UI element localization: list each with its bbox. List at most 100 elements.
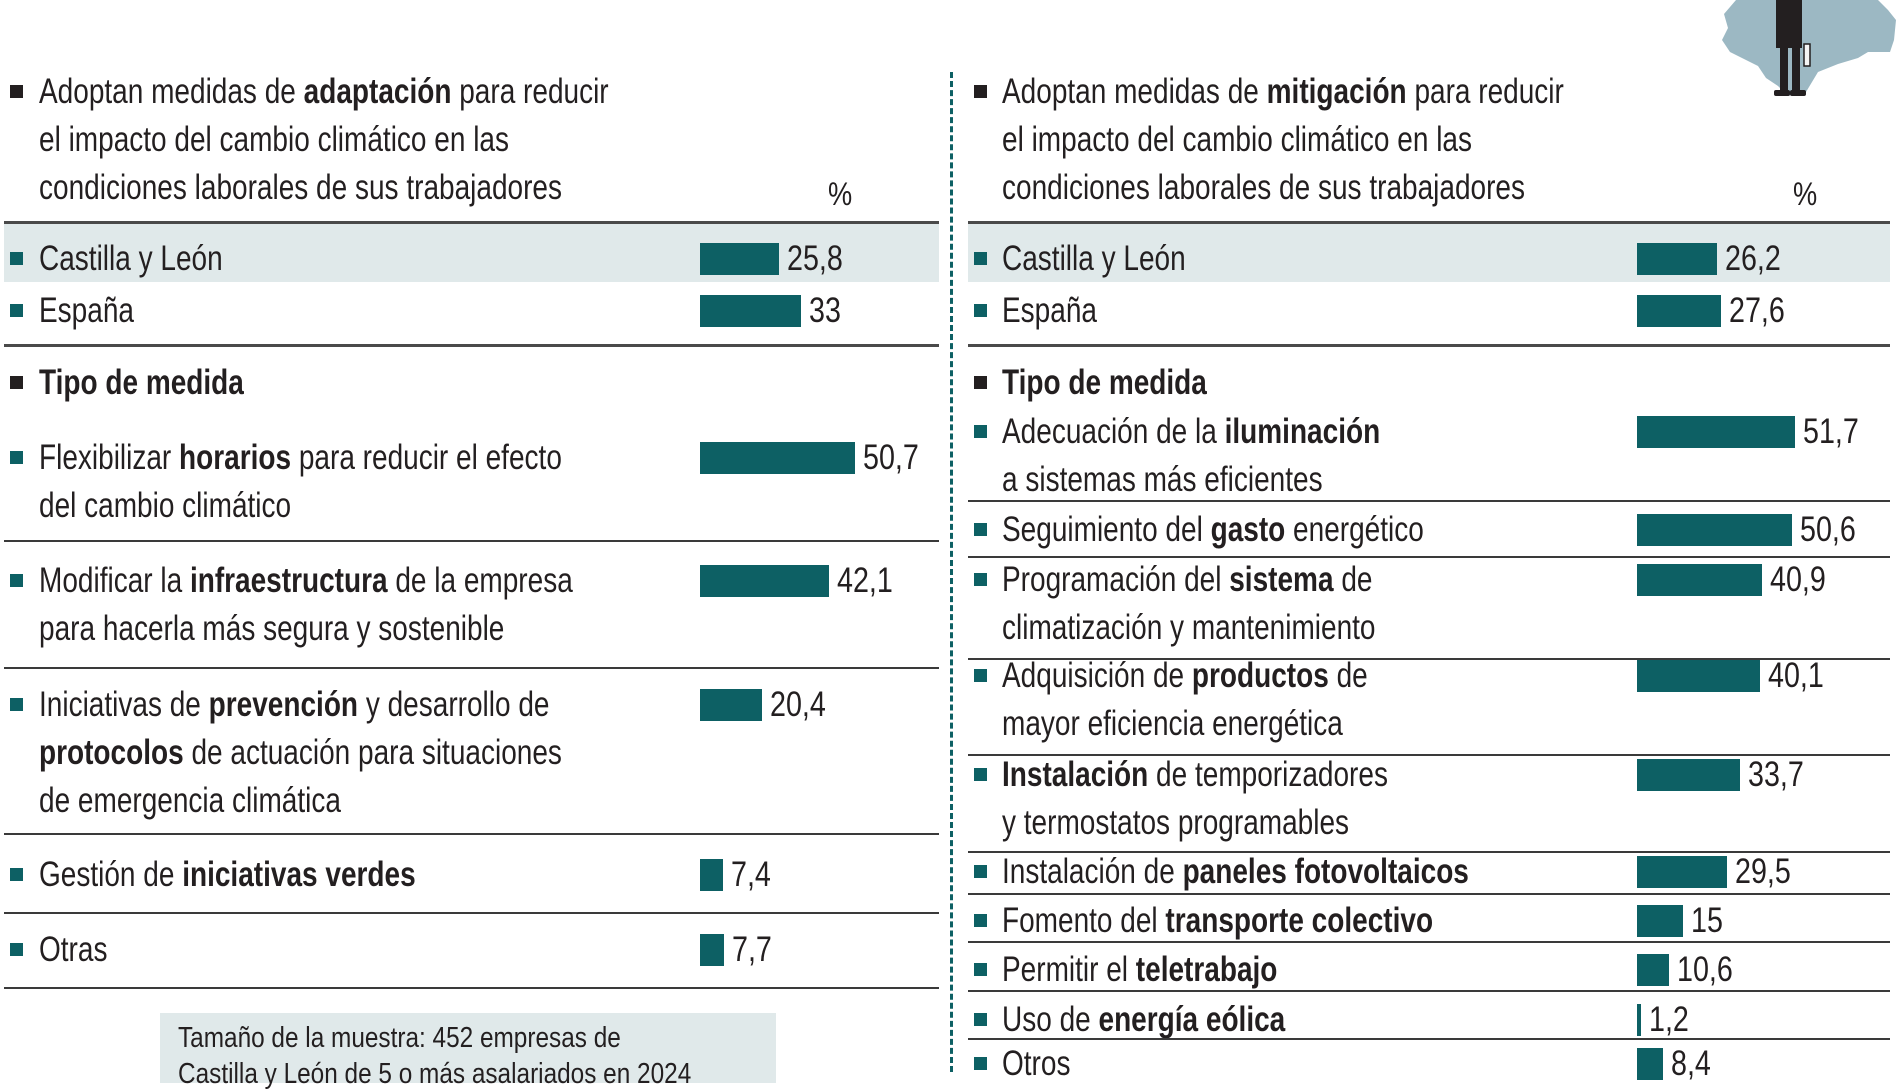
emphasis-text: protocolos [39, 733, 184, 772]
bar-value-label: 1,2 [1648, 1000, 1689, 1039]
label-text: el impacto del cambio climático en las [1002, 120, 1472, 159]
item-bullet-icon [10, 574, 23, 587]
bar-value-label: 8,4 [1670, 1044, 1711, 1083]
footnote-line-2: Castilla y León de 5 o más asalariados e… [178, 1058, 692, 1090]
row-label-line: Otras [39, 930, 107, 970]
bar-value-label: 26,2 [1725, 239, 1782, 278]
row-divider [968, 556, 1890, 558]
header-line: Adoptan medidas de mitigación para reduc… [1002, 72, 1564, 112]
bar-row-5 [1637, 856, 1728, 888]
emphasis-text: adaptación [303, 72, 452, 111]
label-text: para hacerla más segura y sostenible [39, 609, 505, 648]
label-text: Castilla y León [1002, 239, 1186, 278]
bar-value-label: 40,1 [1767, 656, 1824, 695]
row-label-line: Modificar la infraestructura de la empre… [39, 561, 573, 601]
label-text: Otras [39, 930, 108, 969]
label-text: y desarrollo de [358, 685, 550, 724]
row-divider [968, 658, 1890, 660]
summary-label: España [39, 291, 134, 331]
emphasis-text: Instalación [1002, 755, 1149, 794]
bar-value-label: 42,1 [836, 561, 893, 600]
bar-row-3 [1637, 660, 1760, 692]
map-illustration-icon [1722, 0, 1896, 96]
label-text: a sistemas más eficientes [1002, 460, 1323, 499]
label-text: Iniciativas de [39, 685, 209, 724]
section-bullet-icon [10, 85, 23, 98]
label-text: condiciones laborales de sus trabajadore… [39, 168, 562, 207]
item-bullet-icon [10, 698, 23, 711]
row-divider [4, 221, 939, 224]
row-divider [968, 1038, 1890, 1040]
item-bullet-icon [974, 1013, 987, 1026]
row-divider [968, 221, 1890, 224]
label-text: España [1002, 291, 1097, 330]
emphasis-text: paneles fotovoltaicos [1182, 852, 1469, 891]
emphasis-text: prevención [208, 685, 359, 724]
section-bullet-icon [974, 85, 987, 98]
emphasis-text: iluminación [1224, 412, 1381, 451]
header-line: condiciones laborales de sus trabajadore… [1002, 168, 1525, 208]
bar-row-2 [1637, 564, 1763, 596]
label-text: Otros [1002, 1044, 1071, 1083]
businessman-figure [1774, 0, 1811, 96]
emphasis-text: horarios [179, 438, 292, 477]
item-bullet-icon [974, 865, 987, 878]
label-text: condiciones laborales de sus trabajadore… [1002, 168, 1525, 207]
row-label-line: Programación del sistema de [1002, 560, 1372, 600]
row-divider [4, 833, 939, 835]
summary-label: Castilla y León [1002, 239, 1186, 279]
row-divider [968, 851, 1890, 853]
bar-value-label: 51,7 [1803, 412, 1860, 451]
row-label-line: Instalación de temporizadores [1002, 755, 1388, 795]
item-bullet-icon [10, 304, 23, 317]
label-text: Seguimiento del [1002, 510, 1211, 549]
column-divider [950, 72, 953, 1072]
section-bullet-icon [974, 376, 987, 389]
section-title: Tipo de medida [1002, 363, 1207, 403]
label-text: Fomento del [1002, 901, 1166, 940]
label-text: de [1328, 656, 1368, 695]
label-text: el impacto del cambio climático en las [39, 120, 509, 159]
bar-value-label: 40,9 [1770, 560, 1827, 599]
label-text: Adoptan medidas de [1002, 72, 1267, 111]
row-label-line: Gestión de iniciativas verdes [39, 855, 416, 895]
row-label-line: climatización y mantenimiento [1002, 608, 1376, 648]
item-bullet-icon [10, 252, 23, 265]
item-bullet-icon [974, 914, 987, 927]
label-text: España [39, 291, 134, 330]
row-label-line: para hacerla más segura y sostenible [39, 609, 504, 649]
row-divider [4, 912, 939, 914]
bar-summary-0 [1637, 243, 1718, 275]
row-label-line: mayor eficiencia energética [1002, 704, 1343, 744]
row-divider [968, 500, 1890, 502]
item-bullet-icon [974, 252, 987, 265]
row-label-line: Seguimiento del gasto energético [1002, 510, 1424, 550]
row-label-line: Adecuación de la iluminación [1002, 412, 1380, 452]
bar-value-label: 33,7 [1748, 755, 1804, 794]
row-label-line: a sistemas más eficientes [1002, 460, 1323, 500]
label-text: mayor eficiencia energética [1002, 704, 1343, 743]
row-label-line: Instalación de paneles fotovoltaicos [1002, 852, 1469, 892]
row-label-line: Iniciativas de prevención y desarrollo d… [39, 685, 549, 725]
header-line: el impacto del cambio climático en las [39, 120, 509, 160]
bar-row-7 [1637, 954, 1670, 986]
emphasis-text: productos [1191, 656, 1329, 695]
bar-summary-0 [700, 243, 779, 275]
label-text: de la empresa [387, 561, 573, 600]
emphasis-text: iniciativas verdes [182, 855, 416, 894]
bar-value-label: 20,4 [770, 685, 827, 724]
item-bullet-icon [974, 963, 987, 976]
footnote-box: Tamaño de la muestra: 452 empresas de Ca… [160, 1013, 776, 1090]
label-text: Instalación de [1002, 852, 1183, 891]
row-label-line: Flexibilizar horarios para reducir el ef… [39, 438, 562, 478]
label-text: para reducir [451, 72, 609, 111]
label-text: Uso de [1002, 1000, 1099, 1039]
bar-value-label: 15 [1690, 901, 1723, 940]
bar-row-3 [700, 859, 723, 891]
bar-value-label: 7,7 [731, 930, 772, 969]
row-divider [968, 990, 1890, 992]
label-text: Programación del [1002, 560, 1230, 599]
row-label-line: y termostatos programables [1002, 803, 1349, 843]
emphasis-text: transporte colectivo [1165, 901, 1434, 940]
label-text: Gestión de [39, 855, 183, 894]
